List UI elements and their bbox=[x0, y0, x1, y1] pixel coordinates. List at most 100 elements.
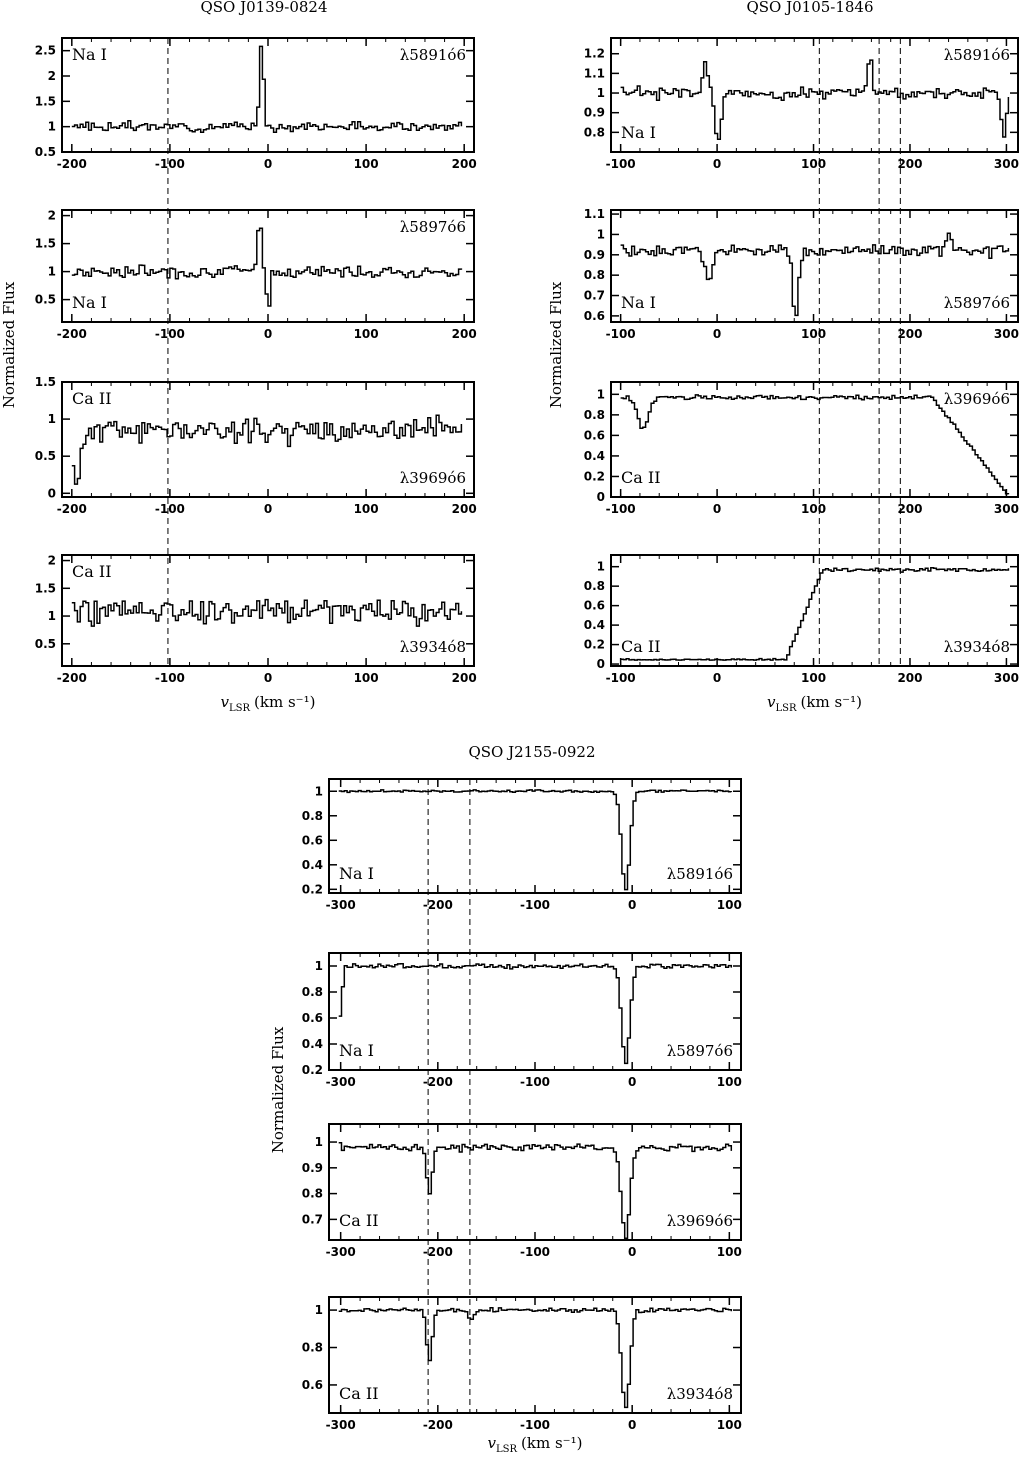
transition-label: λ5891ó6 bbox=[944, 46, 1010, 64]
panel-frame bbox=[610, 554, 1019, 667]
x-tick-label: 200 bbox=[897, 327, 922, 341]
y-tick-label: 0.8 bbox=[584, 408, 605, 422]
y-tick-label: 0.7 bbox=[584, 289, 605, 303]
y-tick-label: 0.9 bbox=[584, 248, 605, 262]
transition-label: λ3969ó6 bbox=[667, 1212, 733, 1230]
x-axis-label-units: (km s⁻¹) bbox=[801, 693, 862, 711]
y-tick-label: 1 bbox=[315, 1303, 323, 1317]
spectrum-panel: -200 -100 0 100 200 0 0.5 1 1.5 Ca II λ3969ó6 bbox=[35, 375, 477, 516]
x-tick-label: 200 bbox=[897, 671, 922, 685]
y-tick-label: 0.8 bbox=[584, 579, 605, 593]
x-tick-label: -200 bbox=[423, 1245, 453, 1259]
x-tick-label: 0 bbox=[264, 671, 272, 685]
y-tick-label: 0.9 bbox=[584, 106, 605, 120]
x-axis-label: vLSR (km s⁻¹) bbox=[221, 693, 316, 714]
spectrum-line bbox=[71, 598, 463, 627]
transition-label: λ5891ó6 bbox=[667, 865, 733, 883]
ion-label: Ca II bbox=[339, 1211, 379, 1230]
y-tick-label: 0.9 bbox=[302, 1161, 323, 1175]
y-tick-label: 1.1 bbox=[584, 207, 605, 221]
spectra-group: QSO J2155-0922 Normalized Flux vLSR (km s⁻¹… bbox=[269, 743, 742, 1455]
y-tick-label: 1 bbox=[597, 227, 605, 241]
y-tick-label: 0.5 bbox=[35, 449, 56, 463]
x-tick-label: 0 bbox=[628, 1418, 636, 1432]
y-tick-label: 0.6 bbox=[584, 309, 605, 323]
spectrum-panel: -300 -200 -100 0 100 0.2 0.4 0.6 0.8 1 Na I λ5891ó6 bbox=[302, 778, 742, 912]
y-tick-label: 0.6 bbox=[302, 1378, 323, 1392]
x-tick-label: 200 bbox=[452, 502, 477, 516]
ion-label: Na I bbox=[72, 45, 107, 64]
spectrum-panel: -100 0 100 200 300 0.6 0.7 0.8 0.9 1 1.1 Na I λ5897ó… bbox=[584, 207, 1019, 341]
y-tick-label: 2 bbox=[48, 554, 56, 568]
x-tick-label: 300 bbox=[994, 671, 1019, 685]
y-tick-label: 2 bbox=[48, 209, 56, 223]
spectrum-panel: -300 -200 -100 0 100 0.7 0.8 0.9 1 Ca II λ3969ó6 bbox=[302, 1123, 742, 1259]
spectrum-line bbox=[338, 962, 733, 1065]
y-axis-label: Normalized Flux bbox=[269, 1026, 287, 1153]
x-tick-label: 100 bbox=[354, 671, 379, 685]
x-tick-label: 100 bbox=[717, 1418, 742, 1432]
panel-frame bbox=[610, 209, 1019, 323]
spectrum-line bbox=[338, 789, 733, 891]
x-tick-label: -100 bbox=[155, 157, 185, 171]
y-axis-label: Normalized Flux bbox=[0, 281, 18, 408]
x-tick-label: -100 bbox=[606, 157, 636, 171]
y-tick-label: 2.5 bbox=[35, 44, 56, 58]
x-tick-label: 0 bbox=[713, 671, 721, 685]
x-tick-label: 0 bbox=[713, 157, 721, 171]
spectrum-line bbox=[620, 394, 1010, 495]
y-tick-label: 1.5 bbox=[35, 94, 56, 108]
x-tick-label: -200 bbox=[57, 502, 87, 516]
y-tick-label: 0.4 bbox=[584, 618, 605, 632]
y-tick-label: 0 bbox=[48, 486, 56, 500]
x-axis-label-main: v bbox=[767, 693, 776, 711]
x-tick-label: -100 bbox=[606, 671, 636, 685]
ion-label: Ca II bbox=[621, 637, 661, 656]
ion-label: Ca II bbox=[72, 562, 112, 581]
x-axis-label-units: (km s⁻¹) bbox=[521, 1434, 582, 1452]
x-tick-label: 0 bbox=[628, 898, 636, 912]
transition-label: λ3934ó8 bbox=[944, 638, 1010, 656]
x-tick-label: -100 bbox=[155, 671, 185, 685]
x-tick-label: -200 bbox=[423, 898, 453, 912]
y-tick-label: 0.8 bbox=[302, 1187, 323, 1201]
y-tick-label: 0.8 bbox=[584, 125, 605, 139]
transition-label: λ3934ó8 bbox=[400, 638, 466, 656]
transition-label: λ5891ó6 bbox=[400, 46, 466, 64]
x-tick-label: 200 bbox=[452, 327, 477, 341]
y-tick-label: 1 bbox=[48, 412, 56, 426]
x-tick-label: -200 bbox=[57, 327, 87, 341]
y-tick-label: 0.5 bbox=[35, 293, 56, 307]
spectrum-line bbox=[71, 45, 463, 134]
x-axis-label-main: v bbox=[221, 693, 230, 711]
y-tick-label: 0.2 bbox=[302, 882, 323, 896]
x-tick-label: -200 bbox=[423, 1075, 453, 1089]
x-axis-label: vLSR (km s⁻¹) bbox=[767, 693, 862, 714]
y-tick-label: 0.2 bbox=[302, 1063, 323, 1077]
x-tick-label: -200 bbox=[423, 1418, 453, 1432]
y-tick-label: 1 bbox=[315, 959, 323, 973]
y-tick-label: 0.8 bbox=[302, 809, 323, 823]
ion-label: Na I bbox=[621, 293, 656, 312]
y-tick-label: 1 bbox=[597, 86, 605, 100]
y-tick-label: 1 bbox=[597, 387, 605, 401]
spectrum-panel: -100 0 100 200 300 0.8 0.9 1 1.1 1.2 Na I λ5891ó6 bbox=[584, 37, 1019, 171]
group-title: QSO J0105-1846 bbox=[746, 0, 873, 16]
y-tick-label: 1 bbox=[315, 1135, 323, 1149]
x-tick-label: -200 bbox=[57, 157, 87, 171]
x-tick-label: 300 bbox=[994, 157, 1019, 171]
y-tick-label: 0.4 bbox=[302, 1037, 323, 1051]
x-tick-label: -300 bbox=[326, 898, 356, 912]
spectrum-panel: -200 -100 0 100 200 0.5 1 1.5 2 Ca II λ3934ó8 bbox=[35, 554, 477, 685]
spectrum-line bbox=[71, 227, 463, 307]
x-tick-label: 200 bbox=[897, 502, 922, 516]
y-tick-label: 2 bbox=[48, 69, 56, 83]
y-tick-label: 1.1 bbox=[584, 66, 605, 80]
x-axis-label-sub: LSR bbox=[496, 1444, 517, 1455]
x-tick-label: 0 bbox=[628, 1075, 636, 1089]
x-tick-label: -100 bbox=[155, 327, 185, 341]
transition-label: λ3934ó8 bbox=[667, 1385, 733, 1403]
y-tick-label: 0.6 bbox=[584, 428, 605, 442]
